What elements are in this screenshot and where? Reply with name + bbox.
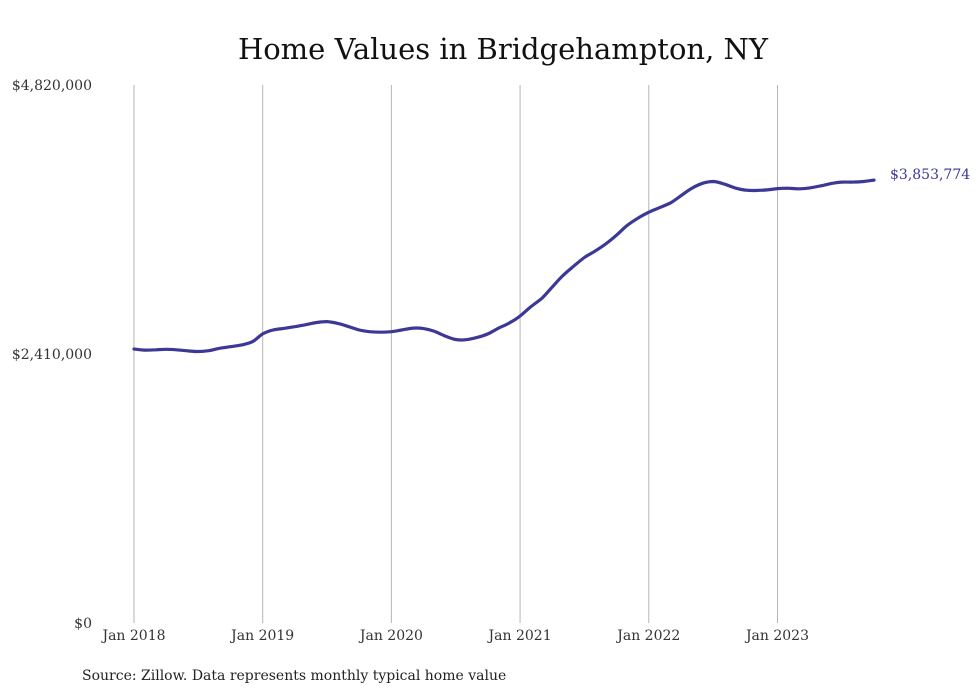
grid-layer — [133, 85, 778, 623]
x-tick-label: Jan 2019 — [229, 628, 294, 644]
source-note: Source: Zillow. Data represents monthly … — [82, 668, 507, 684]
series-line — [132, 178, 876, 354]
x-axis: Jan 2018 Jan 2019 Jan 2020 Jan 2021 Jan 2022… — [100, 628, 809, 644]
x-tick-label: Jan 2021 — [487, 628, 552, 644]
x-tick-label: Jan 2023 — [744, 628, 809, 644]
y-tick-label: $2,410,000 — [12, 347, 92, 363]
y-tick-label: $0 — [74, 616, 92, 632]
x-tick-label: Jan 2020 — [358, 628, 423, 644]
x-tick-label: Jan 2018 — [100, 628, 165, 644]
y-axis: $0 $2,410,000 $4,820,000 — [12, 78, 92, 632]
chart-title: Home Values in Bridgehampton, NY — [238, 32, 769, 66]
y-tick-label: $4,820,000 — [12, 78, 92, 94]
x-tick-label: Jan 2022 — [615, 628, 680, 644]
end-value-label: $3,853,774 — [890, 167, 970, 183]
